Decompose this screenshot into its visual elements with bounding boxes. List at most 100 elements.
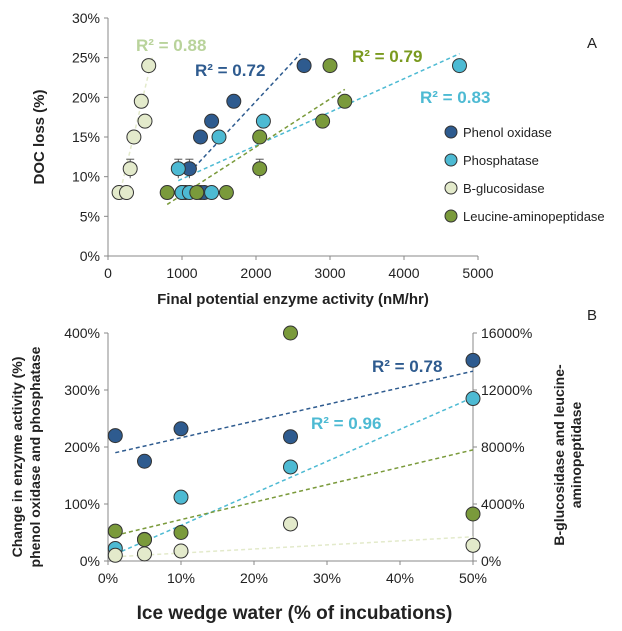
trendline-phosphatase <box>114 396 474 555</box>
point-phosphatase <box>465 391 481 407</box>
point-leucine-aminopeptidase <box>465 506 481 522</box>
y-left-tick-label: 200% <box>64 439 100 455</box>
y-right-tick-label: 4000% <box>481 496 525 512</box>
x-tick-label: 0 <box>104 265 112 281</box>
y-tick-label: 30% <box>72 10 100 26</box>
point-leucine-aminopeptidase <box>252 129 268 145</box>
x-tick-label: 20% <box>240 570 268 586</box>
r2-label-phosphatase: R² = 0.83 <box>420 88 490 107</box>
x-tick-label: 30% <box>313 570 341 586</box>
panel-a-chart: 0% 5% 10% 15% 20% 25% 30% 0 1000 2000 3000 4000 5000… <box>31 10 597 308</box>
point-phenol-oxidase <box>173 421 189 437</box>
point-phenol-oxidase <box>137 453 152 469</box>
point-leucine-aminopeptidase <box>283 325 298 341</box>
legend-label-b-glucosidase: B-glucosidase <box>463 181 545 196</box>
trendline-phenol-oxidase <box>188 53 301 174</box>
point-b-glucosidase <box>141 58 157 74</box>
point-b-glucosidase <box>119 185 134 201</box>
trendline-phenol-oxidase <box>115 370 474 454</box>
y-tick-label: 10% <box>72 169 100 185</box>
y-tick-label: 25% <box>72 50 100 66</box>
point-leucine-aminopeptidase <box>252 161 268 177</box>
point-phosphatase <box>255 113 271 129</box>
point-phosphatase <box>170 161 186 177</box>
point-b-glucosidase <box>107 547 123 563</box>
point-leucine-aminopeptidase <box>315 113 331 129</box>
point-b-glucosidase <box>465 537 481 553</box>
r2-label-phenol-oxidase: R² = 0.78 <box>372 357 442 376</box>
y-right-tick-label: 16000% <box>481 325 532 341</box>
point-b-glucosidase <box>137 113 153 129</box>
point-phosphatase <box>452 58 467 74</box>
x-tick-label: 40% <box>386 570 414 586</box>
x-tick-label: 50% <box>459 570 487 586</box>
y-left-tick-label: 0% <box>80 553 100 569</box>
y-left-tick-label: 400% <box>64 325 100 341</box>
point-b-glucosidase <box>133 93 149 109</box>
y-left-tick-label: 100% <box>64 496 100 512</box>
x-tick-label: 3000 <box>314 265 345 281</box>
legend-label-phenol-oxidase: Phenol oxidase <box>463 125 552 140</box>
point-leucine-aminopeptidase <box>137 532 152 548</box>
r2-label-b-glucosidase: R² = 0.88 <box>136 36 206 55</box>
legend-marker-phosphatase <box>444 153 458 167</box>
point-leucine-aminopeptidase <box>173 525 189 540</box>
point-leucine-aminopeptidase <box>337 93 353 109</box>
point-b-glucosidase <box>173 543 189 559</box>
point-phosphatase <box>283 459 298 475</box>
y-left-axis-title-line1: Change in enzyme activity (%) <box>9 357 25 558</box>
legend-label-leucine-aminopeptidase: Leucine-aminopeptidase <box>463 209 605 224</box>
point-leucine-aminopeptidase <box>189 185 205 201</box>
legend-marker-phenol-oxidase <box>444 125 458 139</box>
trendline-leucine-aminopeptidase <box>115 449 474 537</box>
y-tick-label: 5% <box>80 208 100 224</box>
y-tick-label: 0% <box>80 248 100 264</box>
y-right-tick-label: 0% <box>481 553 501 569</box>
point-phosphatase <box>173 489 189 505</box>
r2-label-leucine-aminopeptidase: R² = 0.79 <box>352 47 422 66</box>
y-left-tick-label: 300% <box>64 382 100 398</box>
point-b-glucosidase <box>122 161 138 177</box>
r2-label-phosphatase: R² = 0.96 <box>311 414 381 433</box>
trendline-b-glucosidase <box>115 536 474 558</box>
x-axis-title: Ice wedge water (% of incubations) <box>137 603 453 624</box>
point-phenol-oxidase <box>204 113 220 129</box>
legend-marker-b-glucosidase <box>444 181 458 195</box>
y-tick-label: 20% <box>72 89 100 105</box>
panel-label-b: B <box>587 307 597 324</box>
y-tick-label: 15% <box>72 129 100 145</box>
y-right-axis-title-line1: B-glucosidase and leucine- <box>551 364 567 546</box>
point-b-glucosidase <box>126 129 142 145</box>
x-tick-label: 5000 <box>462 265 493 281</box>
point-b-glucosidase <box>283 516 298 532</box>
panel-b-chart: 0% 100% 200% 300% 400% 0% 4000% 8000% 12000% 1600… <box>9 307 597 624</box>
legend-label-phosphatase: Phosphatase <box>463 153 539 168</box>
x-tick-label: 2000 <box>240 265 271 281</box>
x-tick-label: 4000 <box>388 265 419 281</box>
point-leucine-aminopeptidase <box>218 185 234 201</box>
point-phosphatase <box>204 185 220 201</box>
y-axis-title: DOC loss (%) <box>31 89 48 184</box>
legend-marker-leucine-aminopeptidase <box>444 209 458 223</box>
x-tick-label: 1000 <box>166 265 197 281</box>
point-phenol-oxidase <box>107 428 123 444</box>
point-leucine-aminopeptidase <box>159 185 175 201</box>
y-right-tick-label: 8000% <box>481 439 525 455</box>
point-phenol-oxidase <box>296 58 312 74</box>
x-axis-title: Final potential enzyme activity (nM/hr) <box>157 291 429 308</box>
panel-label-a: A <box>587 35 597 52</box>
x-tick-label: 10% <box>167 570 195 586</box>
y-right-tick-label: 12000% <box>481 382 532 398</box>
point-phenol-oxidase <box>465 352 481 368</box>
point-leucine-aminopeptidase <box>322 58 338 74</box>
point-phenol-oxidase <box>193 129 208 145</box>
x-tick-label: 0% <box>98 570 118 586</box>
y-left-axis-title-line2: phenol oxidase and phosphatase <box>27 346 43 567</box>
point-phosphatase <box>211 129 227 145</box>
r2-label-phenol-oxidase: R² = 0.72 <box>195 61 265 80</box>
y-right-axis-title-line2: aminopeptidase <box>568 402 584 509</box>
point-phenol-oxidase <box>283 429 298 445</box>
point-phenol-oxidase <box>226 93 242 109</box>
